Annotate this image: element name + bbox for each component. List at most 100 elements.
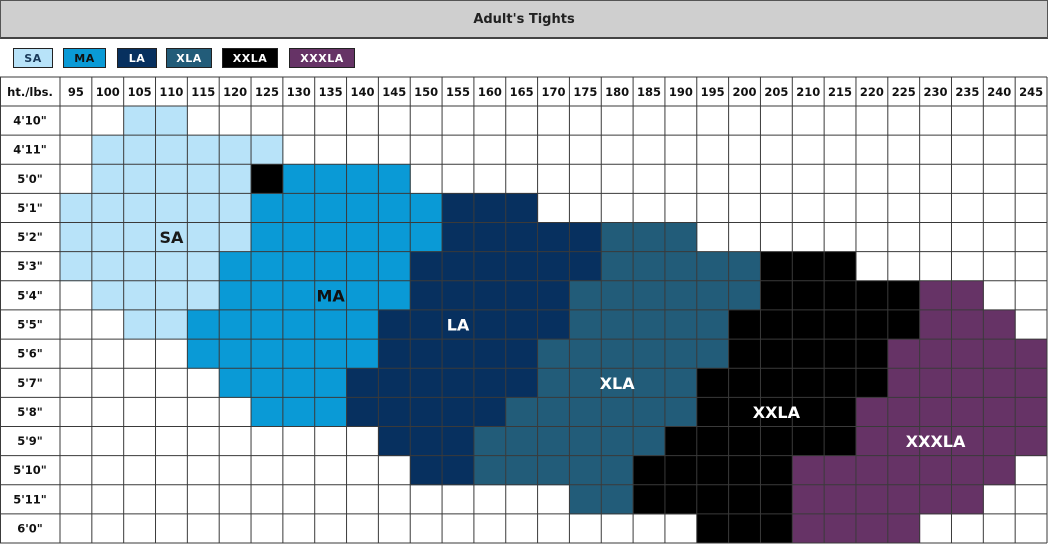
cell-la [442,280,475,311]
cell-sa [187,164,220,194]
cell-xxla [824,309,857,340]
cell-xxla [760,426,793,457]
cell-sa [155,193,188,224]
legend-item-sa: SA [13,48,53,68]
cell-ma [282,280,316,311]
cell-xxxla [919,484,952,515]
cell-xxxla [855,484,889,515]
cell-xxxla [887,339,921,369]
cell-xla [728,251,761,282]
cell-xxla [855,339,889,369]
cell-xxxla [919,339,952,369]
cell-xxxla [983,309,1016,340]
cell-xla [696,251,730,282]
height-tick-label: 5'5" [17,318,43,332]
region-label-sa: SA [159,228,184,247]
cell-la [346,368,379,398]
region-label-xla: XLA [600,374,636,393]
cell-la [473,251,507,282]
cell-sa [155,164,188,194]
cell-xxla [728,426,761,457]
cell-xxxla [792,484,825,515]
height-tick-label: 6'0" [17,521,43,535]
cell-xxla [633,484,666,515]
cell-xla [696,309,730,340]
cell-sa [123,106,157,136]
cell-xxxla [1015,397,1048,427]
weight-tick-label: 235 [955,85,979,99]
cell-xla [601,339,634,369]
cell-ma [314,397,348,427]
cell-xla [505,397,539,427]
weight-tick-label: 150 [414,85,438,99]
height-tick-label: 5'7" [17,376,43,390]
cell-xxla [760,484,793,515]
legend-item-xxla: XXLA [222,48,278,68]
cell-xla [569,368,602,398]
cell-la [505,193,539,224]
height-tick-label: 5'11" [13,492,47,506]
cell-sa [219,164,252,194]
weight-tick-label: 170 [541,85,565,99]
region-label-xxla: XXLA [753,403,801,422]
cell-ma [251,251,284,282]
cell-ma [251,280,284,311]
cell-la [537,280,570,311]
cell-ma [378,251,411,282]
cell-ma [219,368,252,398]
cell-ma [314,309,348,340]
height-tick-label: 5'4" [17,288,43,302]
cell-xxla [792,251,825,282]
cell-xla [664,222,698,253]
cell-xxxla [855,397,889,427]
cell-xxxla [792,455,825,486]
cell-xxla [824,280,857,311]
cell-xla [569,455,602,486]
cell-ma [378,164,411,194]
cell-xla [601,368,634,398]
corner-label: ht./lbs. [7,85,53,99]
cell-xla [601,397,634,427]
cell-xla [569,280,602,311]
weight-tick-label: 165 [510,85,534,99]
cell-xla [633,339,666,369]
cell-xxxla [919,280,952,311]
cell-xxxla [1015,368,1048,398]
height-tick-label: 5'10" [13,463,47,477]
cell-la [410,339,443,369]
cell-la [378,368,411,398]
weight-tick-label: 125 [255,85,279,99]
cell-sa [187,222,220,253]
cell-xxxla [951,280,984,311]
cell-xxla [728,339,761,369]
cell-la [442,222,475,253]
cell-ma [346,164,379,194]
weight-tick-label: 240 [987,85,1011,99]
cell-xxxla [951,455,984,486]
height-tick-label: 5'6" [17,347,43,361]
cell-xxxla [983,397,1016,427]
cell-sa [123,164,157,194]
cell-xxxla [983,368,1016,398]
cell-xxla [760,309,793,340]
cell-xxxla [824,513,857,544]
weight-tick-label: 190 [669,85,693,99]
region-label-xxxla: XXXLA [906,432,966,451]
cell-xla [633,309,666,340]
cell-xxxla [951,397,984,427]
cell-xxla [792,426,825,457]
cell-sa [155,135,188,165]
cell-ma [282,368,316,398]
cell-xxla [728,513,761,544]
chart-title: Adult's Tights [473,11,575,27]
cell-la [473,368,507,398]
cell-xxla [887,280,921,311]
cell-xla [505,455,539,486]
cell-xxla [728,397,761,427]
cell-xxxla [824,455,857,486]
cell-xla [601,222,634,253]
weight-tick-label: 130 [287,85,311,99]
cell-xla [664,339,698,369]
cell-la [505,368,539,398]
cell-xxxla [951,484,984,515]
